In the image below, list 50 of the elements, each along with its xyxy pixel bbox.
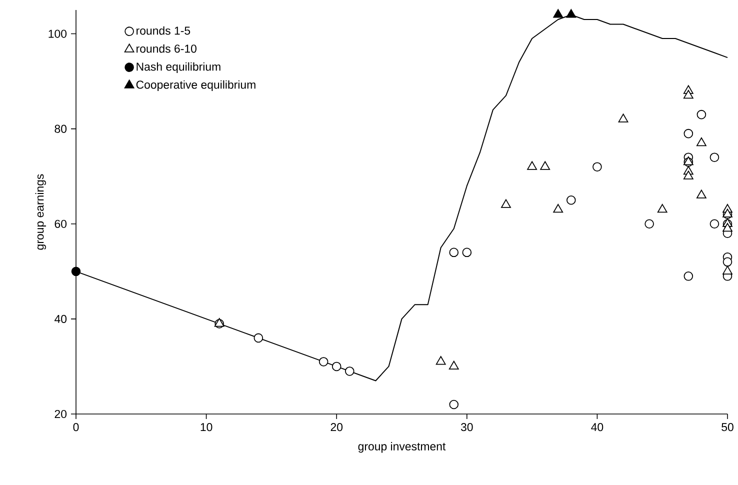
point (318, 357, 328, 366)
point (449, 400, 459, 410)
x-tick-label: 10 (200, 423, 212, 432)
point (566, 195, 576, 205)
x-axis-title: group investment (358, 442, 446, 453)
x-tick-label: 40 (591, 423, 604, 432)
point (71, 266, 81, 276)
point (553, 9, 564, 18)
point (696, 137, 706, 146)
y-tick-label: 20 (54, 410, 67, 418)
point (254, 333, 264, 343)
point (332, 362, 342, 372)
point (722, 266, 732, 274)
x-tick-label: 50 (722, 423, 734, 432)
point (696, 190, 706, 198)
point (657, 204, 668, 213)
point (462, 248, 472, 258)
point (644, 219, 654, 229)
point (592, 162, 602, 172)
point (449, 248, 459, 258)
point (683, 90, 694, 99)
x-tick-label: 20 (330, 423, 343, 432)
point (683, 170, 694, 180)
point (566, 9, 576, 18)
point (540, 161, 550, 170)
point (448, 360, 459, 370)
point (527, 161, 538, 170)
legend-label: Cooperative equilibrium (136, 80, 256, 91)
legend-label: rounds 1-5 (136, 26, 190, 35)
x-tick-label: 0 (73, 423, 79, 432)
point (618, 114, 628, 122)
point (710, 152, 720, 162)
legend-label: rounds 6-10 (136, 44, 196, 53)
y-tick-label: 80 (54, 124, 67, 133)
point (684, 272, 694, 281)
point (436, 356, 446, 365)
y-tick-label: 40 (54, 314, 67, 323)
y-tick-label: 100 (48, 30, 67, 38)
point (344, 366, 354, 376)
point (710, 219, 720, 229)
point (722, 257, 732, 267)
x-tick-label: 30 (460, 423, 473, 432)
legend-label: Nash equilibrium (136, 62, 220, 73)
y-tick-label: 60 (54, 220, 67, 228)
point (501, 199, 511, 208)
point (553, 204, 564, 213)
point (722, 222, 732, 232)
point (696, 110, 706, 120)
point (684, 128, 694, 138)
y-axis-title: group earnings (35, 174, 46, 250)
